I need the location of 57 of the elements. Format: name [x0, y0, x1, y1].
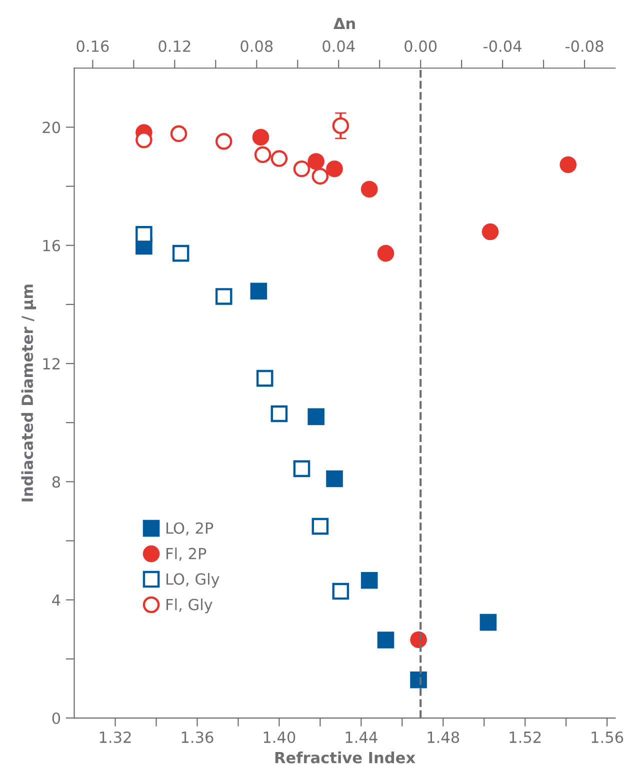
point — [360, 572, 378, 589]
point — [410, 672, 427, 688]
point — [326, 160, 343, 178]
x-tick-label: 1.52 — [510, 731, 541, 744]
point — [293, 460, 310, 478]
x2-tick-label: 0.08 — [240, 40, 273, 52]
point — [377, 244, 394, 262]
point — [136, 132, 152, 148]
legend-label: Fl, 2P — [166, 548, 206, 561]
point — [252, 128, 270, 146]
point — [270, 405, 288, 422]
x2-tick-label: 0.04 — [322, 40, 355, 52]
point — [560, 156, 577, 174]
legend-label: LO, Gly — [166, 573, 220, 588]
point — [480, 614, 497, 631]
point — [332, 117, 350, 134]
y-tick-label: 12 — [43, 358, 60, 370]
x-axis-title: Refractive Index — [275, 752, 416, 764]
point — [312, 168, 329, 185]
point — [377, 632, 394, 648]
text: 1.40 — [264, 731, 296, 744]
point — [215, 132, 232, 150]
x-tick-label: 1.44 — [346, 732, 378, 743]
x-tick-label: 1.56 — [592, 731, 624, 744]
point — [308, 408, 324, 426]
point — [254, 146, 272, 164]
y-tick-label: 16 — [43, 240, 60, 252]
point — [293, 160, 310, 178]
x2-tick-label: -0.04 — [484, 40, 522, 52]
point — [312, 518, 329, 535]
point — [215, 288, 232, 305]
y-tick-label: 20 — [42, 122, 60, 134]
point — [332, 582, 350, 600]
legend-label: Fl, Gly — [166, 598, 212, 614]
point — [326, 470, 343, 488]
x2-axis-title: Δn — [333, 18, 355, 30]
x2-tick-label: 0.00 — [404, 40, 437, 52]
x-tick-label: 1.48 — [428, 731, 460, 744]
legend-label: LO, 2P — [166, 522, 214, 536]
y-tick-label: 8 — [52, 476, 60, 488]
point — [172, 244, 190, 262]
point — [482, 223, 499, 240]
x2-tick-label: 0.16 — [76, 40, 109, 52]
point — [308, 153, 324, 170]
point — [270, 150, 288, 167]
y-tick-label: 0 — [52, 712, 60, 724]
point — [170, 125, 188, 142]
x2-tick-label: 0.12 — [158, 40, 190, 52]
x-tick-label: 1.36 — [182, 731, 214, 744]
x-tick-label: 1.32 — [100, 731, 131, 744]
y-axis-title: Indiacated Diameter / µm — [21, 284, 36, 502]
point — [256, 370, 274, 387]
y-tick-label: 4 — [52, 594, 60, 606]
x2-tick-label: -0.08 — [566, 40, 604, 52]
point — [136, 226, 152, 243]
point — [360, 180, 378, 198]
point — [250, 282, 268, 300]
